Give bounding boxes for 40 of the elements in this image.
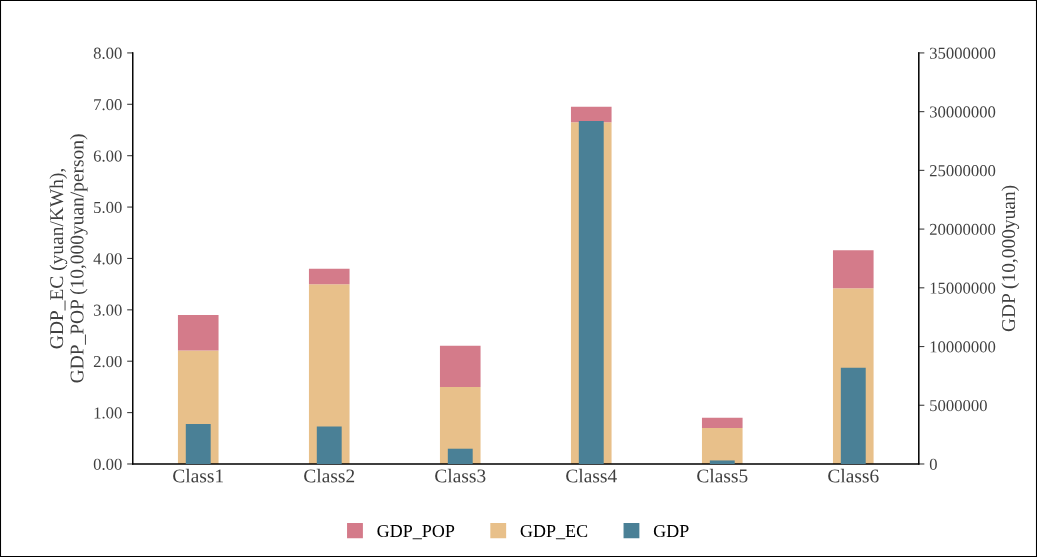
bar (447, 448, 473, 464)
bar (832, 250, 874, 289)
x-tick-label: Class4 (566, 468, 617, 483)
bar (308, 268, 350, 285)
bar (570, 106, 612, 123)
legend-label: GDP_EC (520, 524, 588, 540)
x-tick-label: Class6 (828, 468, 879, 483)
y-tick-label: 1.00 (94, 407, 122, 419)
y2-tick-label: 25000000 (929, 165, 996, 177)
bar (316, 426, 342, 464)
y-tick-label: 7.00 (94, 99, 122, 111)
y-tick-label: 6.00 (93, 150, 122, 162)
y2-tick-label: 15000000 (930, 282, 996, 294)
y2-tick-label: 20000000 (929, 223, 996, 236)
bar (701, 417, 743, 429)
bar (439, 345, 481, 387)
x-tick-label: Class1 (173, 468, 223, 483)
y-tick-label: 0.00 (93, 458, 122, 470)
legend-label: GDP (653, 524, 689, 538)
y2-tick-label: 10000000 (930, 341, 996, 353)
y-tick-label: 8.00 (93, 47, 122, 59)
y2-tick-label: 5000000 (930, 399, 987, 412)
y-tick-label: 3.00 (93, 304, 122, 316)
y-tick-label: 4.00 (93, 253, 122, 265)
bar (709, 460, 735, 464)
x-tick-label: Class5 (697, 468, 748, 483)
bar (840, 367, 866, 464)
x-tick-label: Class2 (304, 468, 355, 483)
bar (177, 314, 219, 351)
y2-tick-label: 30000000 (930, 106, 996, 118)
y-axis-title: GDP_EC (yuan/KWh), GDP_POP (10,000yuan/person) (49, 134, 88, 383)
y2-tick-label: 35000000 (930, 47, 996, 59)
y2-axis-title: GDP (10,000yuan) (1001, 185, 1020, 332)
bar (701, 428, 743, 464)
legend-label: GDP_POP (377, 524, 455, 540)
bar (185, 424, 211, 464)
y-tick-label: 5.00 (94, 201, 122, 214)
y2-tick-label: 0 (929, 458, 937, 470)
y-tick-label: 2.00 (93, 355, 122, 368)
x-tick-label: Class3 (435, 468, 486, 483)
